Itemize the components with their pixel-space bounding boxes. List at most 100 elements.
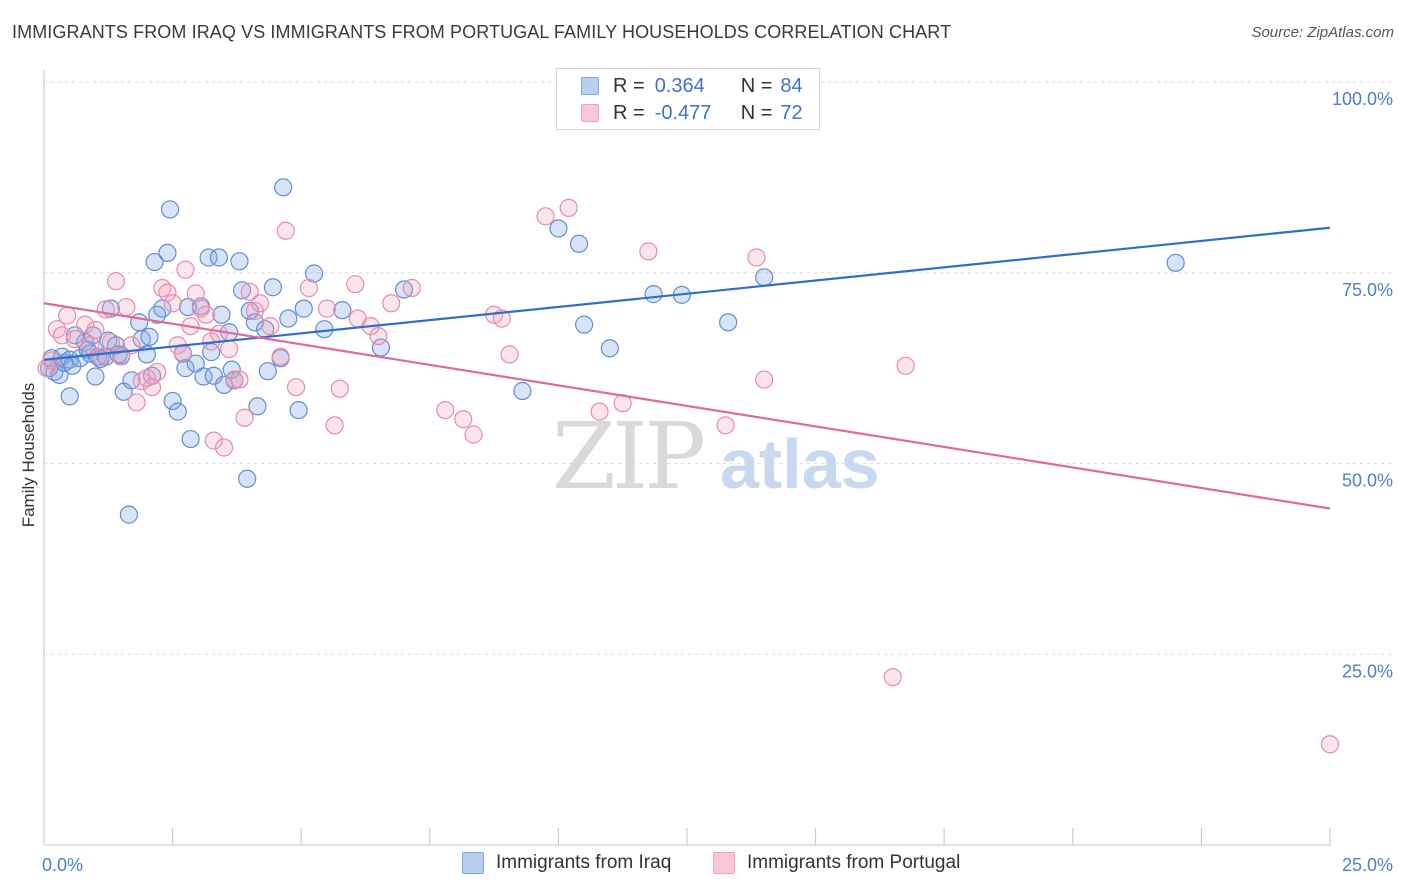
y-tick-label: 50.0%	[1342, 471, 1393, 491]
stats-row-iraq: R = 0.364 N = 84	[581, 73, 803, 99]
y-tick-label: 75.0%	[1342, 280, 1393, 300]
portugal-point	[755, 370, 774, 389]
portugal-point	[299, 278, 319, 298]
portugal-point	[137, 368, 156, 388]
iraq-point	[279, 309, 298, 328]
portugal-point	[96, 300, 115, 319]
iraq-point	[168, 402, 187, 421]
iraq-point	[158, 243, 177, 263]
iraq-point	[248, 397, 267, 416]
portugal-point	[235, 408, 254, 427]
portugal-point	[454, 410, 473, 429]
portugal-point	[163, 294, 182, 313]
portugal-point	[464, 425, 483, 444]
portugal-point	[214, 438, 234, 457]
n-value: 72	[780, 101, 803, 124]
portugal-point	[230, 370, 249, 389]
portugal-point	[559, 198, 578, 217]
iraq-point	[230, 252, 249, 271]
iraq-point	[304, 264, 324, 283]
iraq-point	[119, 505, 138, 524]
portugal-swatch	[581, 104, 599, 122]
portugal-point	[220, 339, 239, 359]
portugal-point	[369, 326, 388, 346]
legend-item-portugal[interactable]: Immigrants from Portugal	[713, 852, 960, 874]
portugal-point	[196, 305, 216, 324]
iraq-point	[315, 320, 334, 339]
portugal-point	[158, 283, 177, 302]
r-label: R =	[613, 101, 645, 124]
watermark-atlas: atlas	[720, 425, 880, 503]
portugal-point	[747, 248, 766, 267]
watermark-zip: ZIP	[552, 403, 703, 510]
portugal-legend-swatch	[713, 852, 735, 874]
grid-layer	[44, 81, 1392, 655]
label-layer: 25.0% 50.0% 75.0% 100.0% 0.0% 25.0%	[42, 89, 1393, 875]
chart-title: IMMIGRANTS FROM IRAQ VS IMMIGRANTS FROM …	[12, 22, 952, 42]
iraq-point	[294, 299, 313, 318]
iraq-point	[258, 362, 277, 381]
n-label: N =	[740, 101, 773, 124]
portugal-point	[225, 370, 244, 389]
legend-label-portugal: Immigrants from Portugal	[747, 852, 961, 873]
legend-item-iraq[interactable]: Immigrants from Iraq	[462, 852, 671, 874]
iraq-point	[145, 252, 164, 272]
portugal-point	[536, 207, 555, 226]
portugal-point	[325, 416, 344, 435]
iraq-point	[140, 327, 159, 346]
stats-legend-box: R = 0.364 N = 84 R = -0.477 N = 72	[556, 68, 820, 130]
r-value: 0.364	[654, 74, 705, 97]
iraq-point	[755, 268, 774, 287]
portugal-point	[86, 320, 105, 340]
legend-label-iraq: Immigrants from Iraq	[496, 852, 672, 873]
iraq-point	[240, 301, 259, 320]
iraq-point	[122, 371, 141, 390]
y-tick-label: 100.0%	[1332, 89, 1393, 109]
portugal-point	[500, 345, 519, 364]
iraq-point	[209, 248, 228, 267]
portugal-point	[58, 306, 77, 325]
iraq-point	[60, 387, 79, 406]
iraq-point	[181, 429, 200, 449]
trend-layer	[43, 226, 1331, 510]
portugal-point	[176, 260, 195, 279]
portugal-point	[330, 379, 349, 398]
x-tick-label: 25.0%	[1342, 855, 1393, 875]
portugal-point	[209, 324, 228, 343]
r-value: -0.477	[654, 101, 712, 124]
portugal-trend-line	[43, 302, 1331, 510]
points-layer	[37, 178, 1340, 754]
iraq-point	[238, 469, 257, 488]
iraq-point	[199, 248, 218, 267]
iraq-point	[333, 301, 352, 320]
iraq-point	[575, 315, 594, 334]
portugal-point	[42, 351, 61, 370]
iraq-point	[160, 200, 180, 219]
axis-layer	[43, 70, 1331, 846]
x-tick-label: 0.0%	[42, 855, 83, 875]
portugal-point	[65, 330, 84, 349]
portugal-point	[382, 294, 401, 313]
iraq-point	[289, 400, 308, 420]
portugal-point	[896, 356, 915, 375]
iraq-point	[212, 305, 231, 324]
iraq-point	[153, 299, 172, 318]
portugal-point	[101, 333, 120, 352]
chart-legend: Immigrants from Iraq Immigrants from Por…	[0, 852, 1406, 878]
portugal-point	[590, 402, 609, 421]
chart-source: Source: ZipAtlas.com	[1251, 24, 1394, 41]
portugal-point	[142, 378, 162, 397]
stats-row-portugal: R = -0.477 N = 72	[581, 100, 803, 126]
portugal-point	[286, 378, 306, 397]
iraq-point	[274, 178, 293, 197]
iraq-point	[549, 219, 568, 238]
portugal-point	[127, 393, 146, 412]
r-label: R =	[613, 74, 645, 97]
portugal-point	[716, 416, 735, 435]
portugal-point	[76, 315, 95, 334]
iraq-legend-swatch	[462, 852, 484, 874]
portugal-point	[317, 299, 337, 318]
watermark: ZIP atlas	[552, 403, 880, 510]
portugal-point	[204, 431, 223, 450]
portugal-point	[132, 371, 151, 391]
